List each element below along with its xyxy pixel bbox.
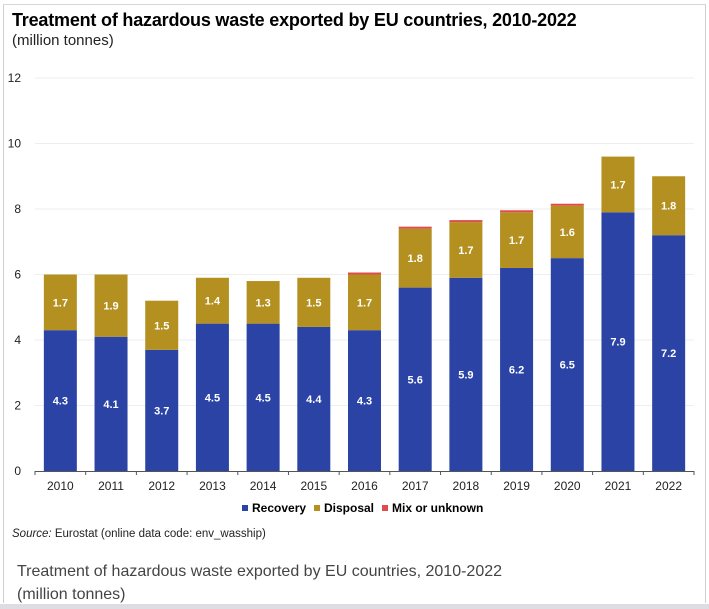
legend-label: Mix or unknown	[392, 501, 484, 515]
x-tick-label: 2014	[250, 479, 277, 493]
legend-swatch-mix	[382, 505, 388, 511]
bar-mix-or-unknown	[449, 220, 483, 223]
scrollbar-track[interactable]	[0, 604, 709, 609]
chart-title: Treatment of hazardous waste exported by…	[12, 10, 577, 30]
bar-disposal	[449, 222, 483, 278]
bar-disposal	[145, 300, 179, 350]
bar-disposal	[94, 274, 128, 337]
data-label: 5.9	[458, 369, 473, 381]
x-tick-label: 2017	[402, 479, 429, 493]
data-label: 4.3	[357, 396, 372, 408]
bar-recovery	[449, 277, 483, 471]
bar-mix-or-unknown	[398, 226, 432, 229]
stacked-bar-chart: 0 2 4 6 8 10 12 4.3 1.7 2010 4.1 1.9 2011 3.7 1.5 2012 4…	[8, 71, 695, 493]
source-prefix: Source:	[12, 528, 52, 540]
y-tick-label: 12	[8, 71, 22, 85]
bar-recovery	[398, 287, 432, 471]
x-tick-label: 2012	[148, 479, 175, 493]
data-label: 1.3	[255, 297, 270, 309]
x-tick-label: 2018	[453, 479, 480, 493]
bar-recovery	[246, 323, 280, 471]
source-note: Source: Eurostat (online data code: env_…	[12, 528, 266, 540]
bar-recovery	[195, 323, 229, 471]
bar-disposal	[297, 277, 331, 327]
data-label: 7.9	[610, 337, 625, 349]
data-label: 1.7	[509, 235, 524, 247]
data-label: 1.7	[458, 245, 473, 257]
data-label: 5.6	[408, 374, 423, 386]
legend-label: Disposal	[324, 501, 375, 515]
y-tick-label: 0	[14, 464, 21, 478]
bar-recovery	[43, 330, 77, 471]
bar-recovery	[500, 267, 534, 471]
legend-swatch-disposal	[314, 505, 320, 511]
bar-disposal	[550, 205, 584, 259]
legend-label: Recovery	[252, 501, 307, 515]
bar-disposal	[348, 274, 381, 331]
data-label: 6.5	[560, 360, 575, 372]
data-label: 1.6	[560, 227, 575, 239]
data-label: 1.8	[408, 253, 423, 265]
legend-item-recovery: Recovery	[242, 501, 306, 515]
source-text: Eurostat (online data code: env_wasship)	[51, 528, 266, 540]
data-label: 6.2	[509, 364, 524, 376]
y-tick-label: 4	[14, 333, 21, 347]
caption-subtitle: (million tonnes)	[17, 586, 126, 603]
data-label: 4.5	[255, 392, 270, 404]
x-tick-label: 2015	[300, 479, 327, 493]
x-tick-label: 2022	[655, 479, 682, 493]
data-label: 4.1	[103, 399, 118, 411]
data-label: 1.9	[103, 301, 118, 313]
data-label: 1.7	[357, 297, 372, 309]
data-label: 1.5	[306, 297, 321, 309]
data-label: 1.7	[53, 297, 68, 309]
data-label: 3.7	[154, 405, 169, 417]
data-label: 1.8	[661, 201, 676, 213]
bar-mix-or-unknown	[348, 272, 381, 275]
x-tick-label: 2013	[199, 479, 226, 493]
bar-disposal	[652, 176, 686, 236]
y-tick-label: 10	[8, 137, 22, 151]
data-label: 7.2	[661, 348, 676, 360]
bar-recovery	[145, 349, 179, 471]
y-tick-label: 2	[14, 399, 21, 413]
x-tick-label: 2020	[554, 479, 581, 493]
legend-swatch-recovery	[242, 505, 248, 511]
data-label: 4.3	[53, 396, 68, 408]
bar-disposal	[601, 156, 635, 213]
x-tick-label: 2011	[98, 479, 124, 493]
bar-recovery	[348, 330, 381, 471]
data-label: 1.5	[154, 320, 169, 332]
data-label: 4.5	[205, 392, 220, 404]
bar-recovery	[297, 326, 331, 471]
bar-recovery	[652, 235, 686, 471]
x-tick-label: 2021	[605, 479, 632, 493]
bar-disposal	[195, 277, 229, 324]
y-tick-label: 6	[14, 268, 21, 282]
y-tick-label: 8	[14, 202, 21, 216]
bar-mix-or-unknown	[550, 203, 584, 206]
x-tick-label: 2016	[351, 479, 378, 493]
caption-box	[3, 548, 706, 603]
data-label: 1.7	[610, 179, 625, 191]
bar-disposal	[398, 228, 432, 288]
legend-item-mix-or-unknown: Mix or unknown	[382, 501, 483, 515]
x-tick-label: 2010	[47, 479, 74, 493]
legend-item-disposal: Disposal	[314, 501, 374, 515]
chart-subtitle: (million tonnes)	[12, 32, 114, 49]
data-label: 1.4	[205, 296, 221, 308]
x-tick-label: 2019	[503, 479, 530, 493]
bar-disposal	[500, 212, 534, 268]
bar-mix-or-unknown	[500, 210, 534, 213]
bar-recovery	[550, 258, 584, 471]
bar-recovery	[94, 336, 128, 471]
bar-disposal	[246, 281, 280, 324]
bar-recovery	[601, 212, 635, 471]
data-label: 4.4	[306, 394, 322, 406]
bar-disposal	[43, 274, 77, 331]
caption-title: Treatment of hazardous waste exported by…	[17, 563, 503, 580]
